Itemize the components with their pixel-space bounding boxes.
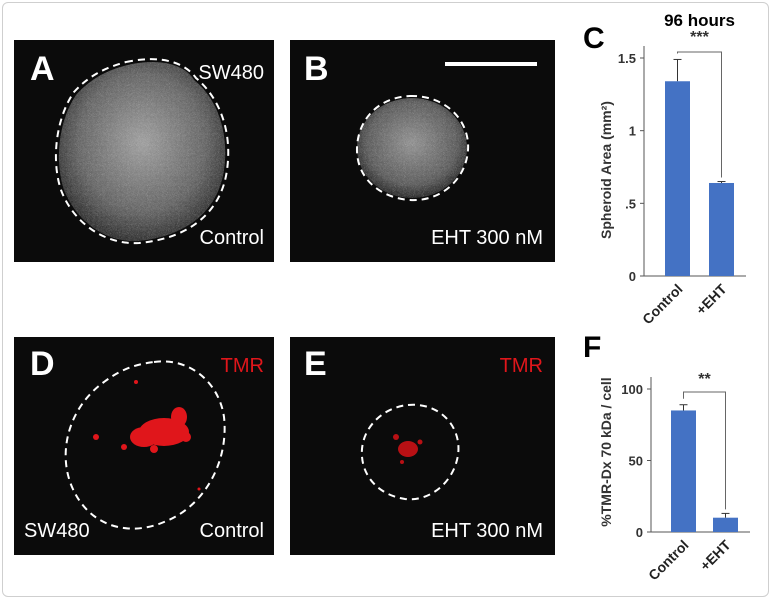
- y-tick-label: .5: [625, 196, 636, 211]
- significance-bracket: [677, 51, 722, 178]
- panel-letter-f: F: [583, 331, 601, 364]
- stain-label: TMR: [499, 355, 543, 377]
- y-tick-label: 0: [629, 269, 636, 284]
- panel-letter-b: B: [304, 50, 329, 88]
- bar-control: [671, 410, 696, 532]
- scale-bar: [445, 62, 537, 66]
- panel-d-image: D TMR SW480 Control: [14, 337, 274, 555]
- y-tick-label: 1.5: [618, 51, 636, 66]
- y-tick-label: 0: [636, 525, 643, 540]
- x-tick-label: +EHT: [697, 536, 734, 573]
- panel-e-image: E TMR EHT 300 nM: [290, 337, 555, 555]
- panel-letter-c: C: [583, 22, 605, 55]
- stain-label: TMR: [220, 355, 264, 377]
- panel-b-image: B EHT 300 nM: [290, 40, 555, 262]
- x-tick-label: Control: [639, 281, 686, 328]
- x-tick-label: +EHT: [693, 280, 730, 317]
- condition-label: EHT 300 nM: [431, 520, 543, 542]
- panel-a-image: A SW480 Control: [14, 40, 274, 262]
- spheroid-control-image: [54, 58, 230, 245]
- spheroid-eht-image: [355, 62, 537, 202]
- panel-letter-e: E: [304, 345, 327, 383]
- condition-label: Control: [199, 520, 264, 542]
- y-axis-label: %TMR-Dx 70 kDa / cell: [598, 377, 614, 526]
- bar-eht: [709, 182, 734, 276]
- significance-stars: ***: [690, 29, 709, 46]
- significance-stars: **: [698, 371, 711, 388]
- cell-line-label: SW480: [24, 520, 90, 542]
- y-tick-label: 1: [629, 124, 636, 139]
- tmr-uptake-eht-image: [360, 403, 460, 501]
- bar-eht: [713, 517, 738, 532]
- x-tick-label: Control: [645, 537, 692, 584]
- cell-line-label: SW480: [198, 62, 264, 84]
- panel-letter-a: A: [30, 50, 55, 88]
- tmr-uptake-control-image: [64, 360, 226, 530]
- panel-letter-d: D: [30, 345, 55, 383]
- y-tick-label: 50: [629, 454, 643, 469]
- chart-title: 96 hours: [664, 11, 735, 30]
- condition-label: Control: [199, 227, 264, 249]
- condition-label: EHT 300 nM: [431, 227, 543, 249]
- y-tick-label: 100: [621, 382, 643, 397]
- y-axis-label: Spheroid Area (mm²): [598, 101, 614, 239]
- significance-bracket: [683, 391, 726, 510]
- bar-control: [665, 81, 690, 277]
